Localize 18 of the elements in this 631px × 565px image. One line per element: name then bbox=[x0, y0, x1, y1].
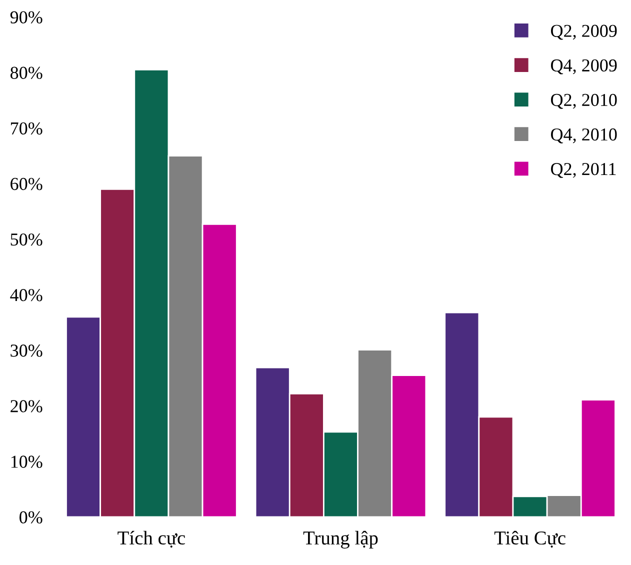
y-tick-label: 90% bbox=[10, 11, 42, 24]
y-tick-label: 40% bbox=[10, 289, 42, 302]
y-tick-label: 50% bbox=[10, 233, 42, 246]
y-tick-label: 0% bbox=[20, 511, 42, 524]
y-tick-label: 20% bbox=[10, 400, 42, 412]
y-tick-label: 60% bbox=[10, 178, 42, 190]
y-tick-label: 10% bbox=[11, 456, 42, 468]
legend-label: Q4, 2010 bbox=[551, 128, 617, 144]
legend-label: Q4, 2009 bbox=[551, 59, 617, 74]
legend-label: Q2, 2009 bbox=[551, 24, 617, 40]
legend-label: Q2, 2010 bbox=[551, 94, 617, 109]
y-tick-label: 30% bbox=[10, 344, 42, 357]
x-tick-label: Tích cực bbox=[118, 530, 185, 548]
x-tick-label: Tiêu Cực bbox=[494, 530, 566, 548]
x-tick-label: Trung lập bbox=[303, 530, 378, 549]
legend-label: Q2, 2011 bbox=[551, 162, 616, 178]
y-tick-label: 70% bbox=[10, 122, 42, 135]
y-tick-label: 80% bbox=[10, 66, 42, 80]
